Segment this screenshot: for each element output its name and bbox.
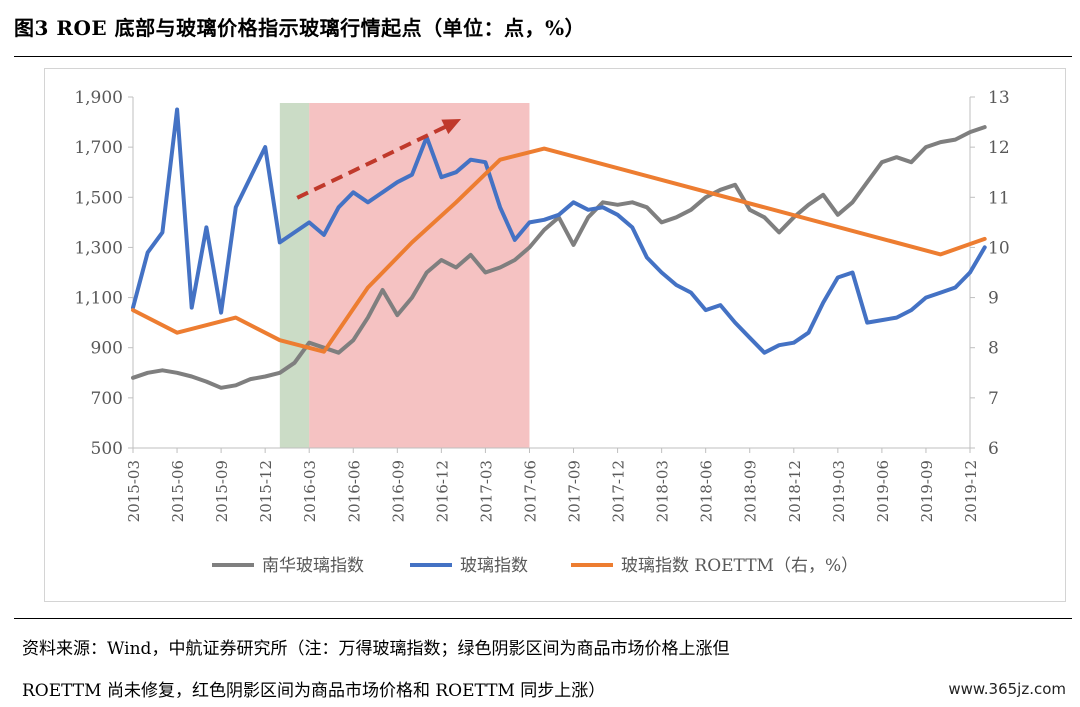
right-tick-label: 11 [988,188,1010,208]
right-tick-label: 12 [988,138,1010,158]
left-tick-label: 1,500 [74,188,123,208]
right-tick-label: 6 [988,439,999,459]
source-note-line1: 资料来源：Wind，中航证券研究所（注：万得玻璃指数；绿色阴影区间为商品市场价格… [22,639,730,659]
x-tick-label: 2015-09 [213,460,231,522]
x-tick-label: 2016-12 [433,460,451,522]
watermark: www.365jz.com [948,680,1066,698]
x-tick-label: 2015-06 [169,460,187,522]
green-shaded-region [279,103,310,448]
x-tick-label: 2018-03 [654,460,672,522]
left-tick-label: 1,100 [74,289,123,309]
legend-label: 玻璃指数 [460,556,528,576]
right-tick-label: 7 [988,389,999,409]
left-tick-label: 1,900 [74,88,123,108]
x-tick-label: 2017-06 [521,460,539,522]
x-tick-label: 2019-03 [830,460,848,522]
nanhua-glass-index-line [131,125,987,390]
x-tick-label: 2017-03 [477,460,495,522]
left-tick-label: 1,300 [74,238,123,258]
right-tick-label: 8 [988,339,999,359]
left-tick-label: 900 [91,339,123,359]
left-tick-label: 700 [91,389,123,409]
figure-title: 图3 ROE 底部与玻璃价格指示玻璃行情起点（单位：点，%） [14,16,586,40]
trend-arrow-head [441,119,462,135]
x-tick-label: 2019-12 [962,460,980,522]
x-tick-label: 2015-12 [257,460,275,522]
right-tick-label: 9 [988,289,999,309]
left-tick-label: 1,700 [74,138,123,158]
source-note-line2: ROETTM 尚未修复，红色阴影区间为商品市场价格和 ROETTM 同步上涨） [22,681,606,701]
x-tick-label: 2019-09 [918,460,936,522]
x-tick-label: 2018-09 [742,460,760,522]
left-tick-label: 500 [91,439,123,459]
legend-label: 玻璃指数 ROETTM（右，%） [621,556,858,576]
roettm-line [131,146,987,354]
x-tick-label: 2017-09 [566,460,584,522]
right-tick-label: 10 [988,238,1010,258]
legend-label: 南华玻璃指数 [262,556,364,576]
x-tick-label: 2015-03 [125,460,143,522]
right-tick-label: 13 [988,88,1010,108]
x-tick-label: 2017-12 [610,460,628,522]
bottom-rule [14,618,1072,619]
x-tick-label: 2016-03 [301,460,319,522]
x-tick-label: 2016-06 [345,460,363,522]
glass-index-line [131,107,987,355]
x-tick-label: 2016-09 [389,460,407,522]
trend-arrow-line [296,123,450,200]
x-tick-label: 2019-06 [874,460,892,522]
top-rule [14,56,1072,57]
x-tick-label: 2018-06 [698,460,716,522]
x-tick-label: 2018-12 [786,460,804,522]
